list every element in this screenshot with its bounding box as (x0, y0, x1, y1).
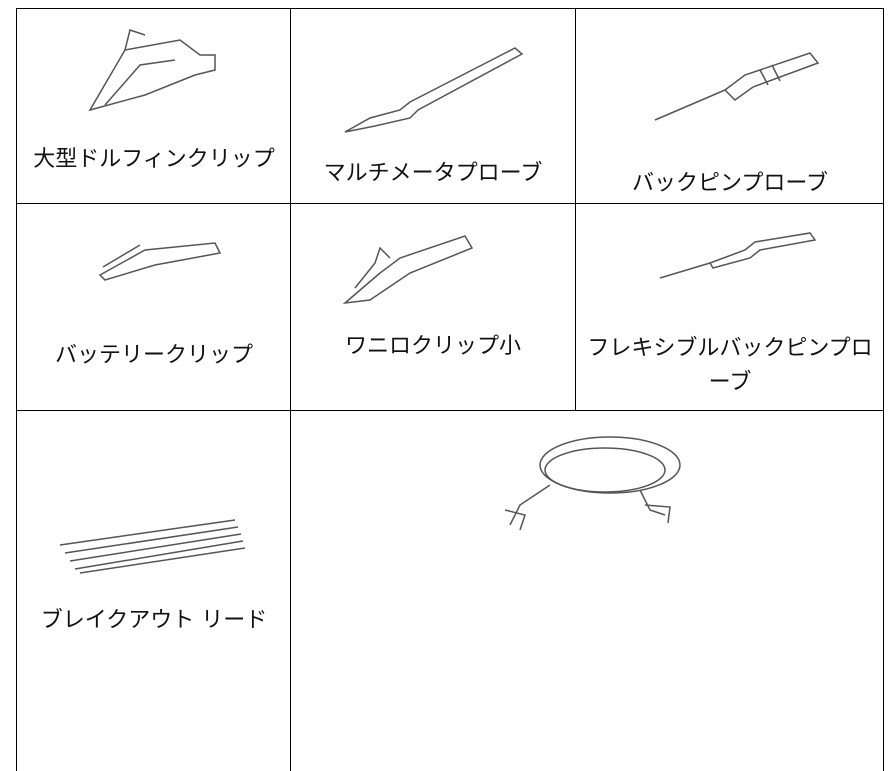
cell-label: マルチメータプローブ (323, 161, 543, 186)
backpin-probe-image (654, 52, 820, 121)
cell-label: バックピンプローブ (631, 171, 829, 196)
flexible-probe-image (659, 232, 817, 279)
border-row (16, 203, 884, 204)
test-leads-image (504, 436, 681, 531)
border-left (16, 8, 17, 771)
dolphin-clip-image (88, 29, 216, 112)
border-col (575, 8, 576, 410)
border-col (290, 8, 291, 771)
alligator-clip-image (342, 235, 474, 305)
border-right (883, 8, 884, 771)
cell-label: ブレイクアウト リード (40, 608, 268, 633)
border-top (16, 8, 884, 9)
cell-label: バッテリークリップ (54, 343, 253, 368)
cell-label: 大型ドルフィンクリップ (33, 147, 275, 172)
multimeter-probe-image (344, 47, 524, 133)
cell-label: フレキシブルバックピンプローブ (587, 336, 873, 395)
cell-label: ワニロクリップ小 (344, 334, 521, 359)
border-row (16, 410, 884, 411)
breakout-leads-image (59, 519, 245, 574)
battery-clip-image (98, 242, 222, 281)
